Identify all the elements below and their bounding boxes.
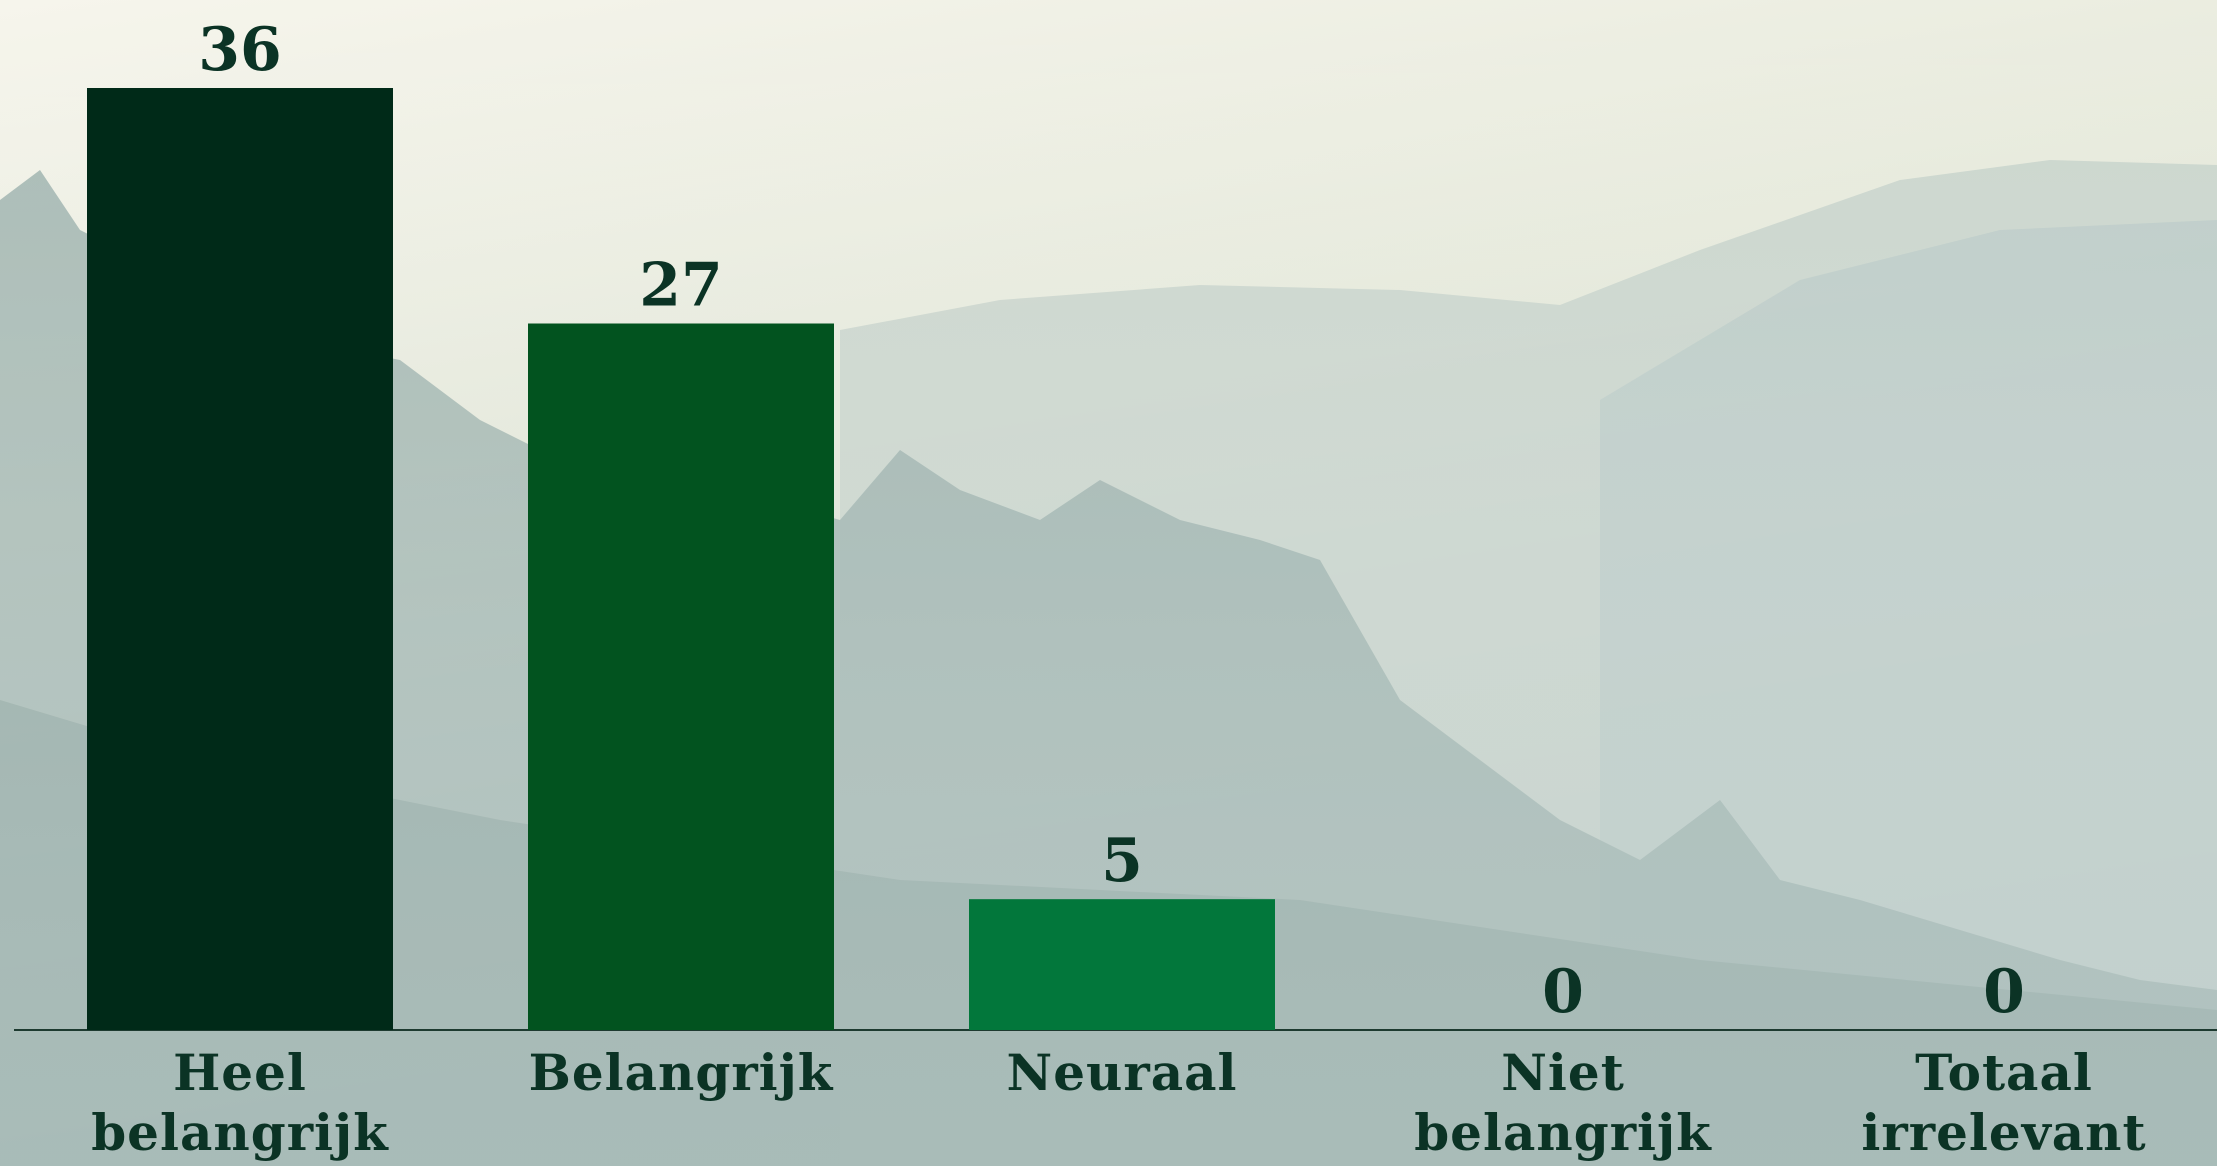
x-tick-label: Belangrijk — [471, 1043, 891, 1103]
x-tick-label: Heel belangrijk — [80, 1043, 400, 1163]
value-label: 5 — [1101, 826, 1143, 896]
bar — [87, 88, 393, 1030]
x-tick-label: Totaal irrelevant — [1844, 1043, 2164, 1163]
x-tick-label: Niet belangrijk — [1403, 1043, 1723, 1163]
bar — [969, 899, 1275, 1030]
value-label: 36 — [198, 15, 282, 85]
value-label: 0 — [1983, 957, 2025, 1027]
bar — [528, 324, 834, 1031]
x-tick-label: Neuraal — [912, 1043, 1332, 1103]
chart: 36 27 5 0 0 — [0, 0, 2217, 1166]
value-label: 27 — [639, 251, 723, 321]
chart-container: 36 27 5 0 0 Heel belangrijk Belangrijk Neuraal… — [0, 0, 2217, 1166]
value-label: 0 — [1542, 957, 1584, 1027]
